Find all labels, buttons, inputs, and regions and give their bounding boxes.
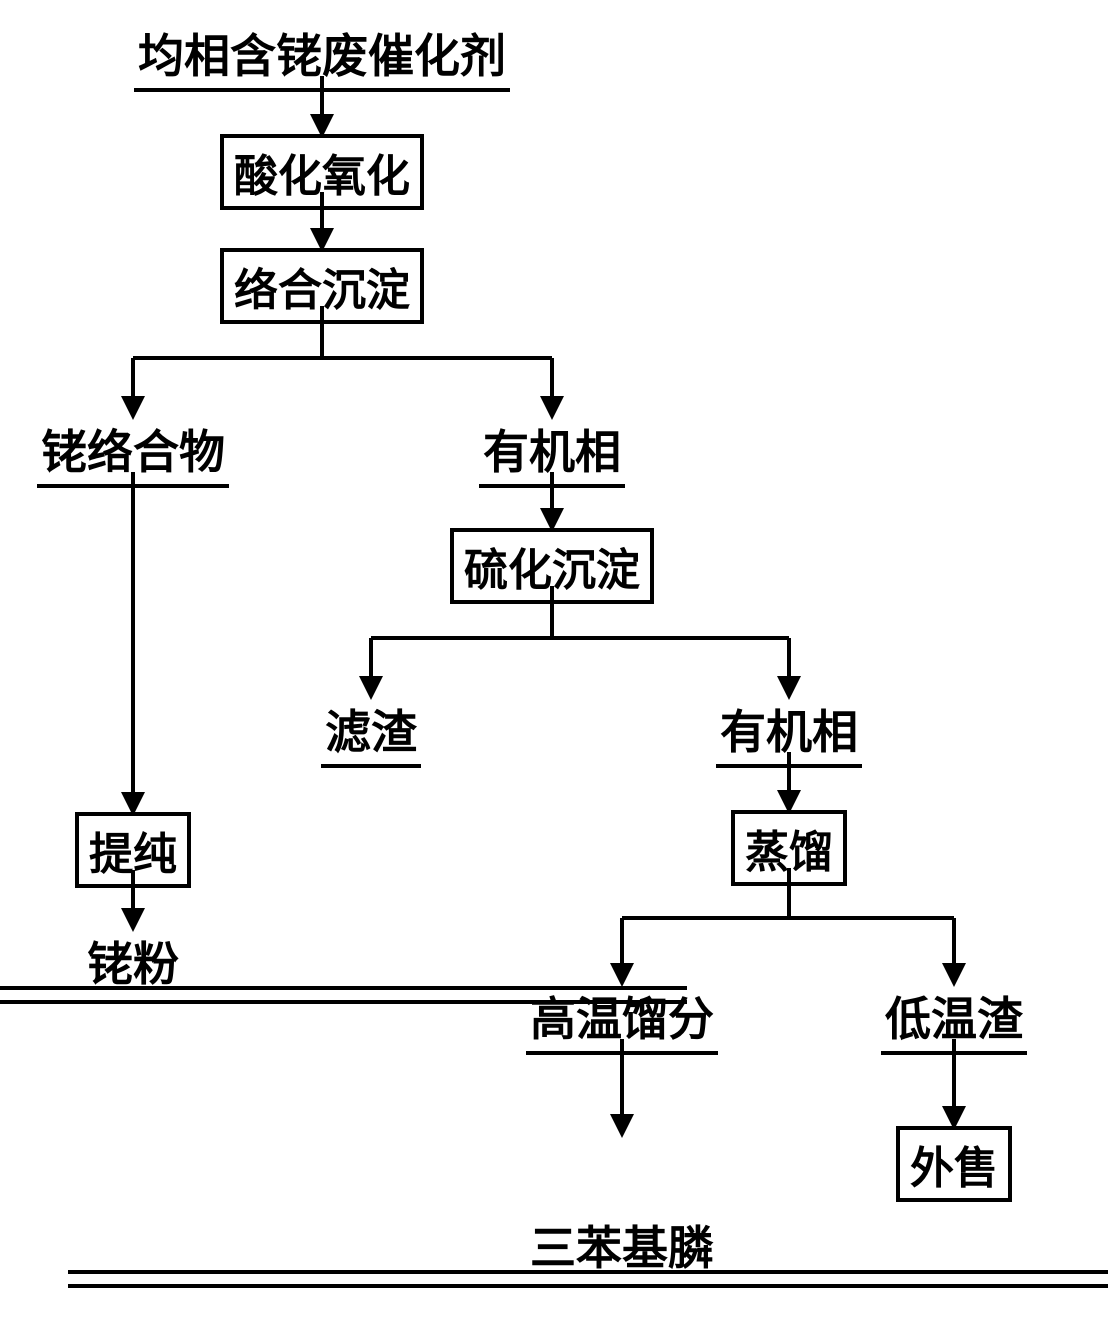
node-filter-residue: 滤渣 — [321, 696, 421, 768]
node-sulfide-precipitation: 硫化沉淀 — [450, 528, 654, 604]
node-triphenylphosphine: 三苯基膦 — [68, 1212, 1108, 1288]
node-rhodium-complex: 铑络合物 — [37, 416, 229, 488]
node-sell-externally: 外售 — [896, 1126, 1012, 1202]
flowchart-connectors — [0, 0, 1108, 1320]
node-organic-phase-2: 有机相 — [716, 696, 862, 768]
node-step2-complexation: 络合沉淀 — [220, 248, 424, 324]
node-distillation: 蒸馏 — [731, 810, 847, 886]
node-low-temp-residue: 低温渣 — [881, 983, 1027, 1055]
node-organic-phase-1: 有机相 — [479, 416, 625, 488]
node-step1-oxidation: 酸化氧化 — [220, 134, 424, 210]
node-high-temp-fraction: 高温馏分 — [526, 983, 718, 1055]
node-purify: 提纯 — [75, 812, 191, 888]
node-title: 均相含铑废催化剂 — [134, 20, 510, 92]
